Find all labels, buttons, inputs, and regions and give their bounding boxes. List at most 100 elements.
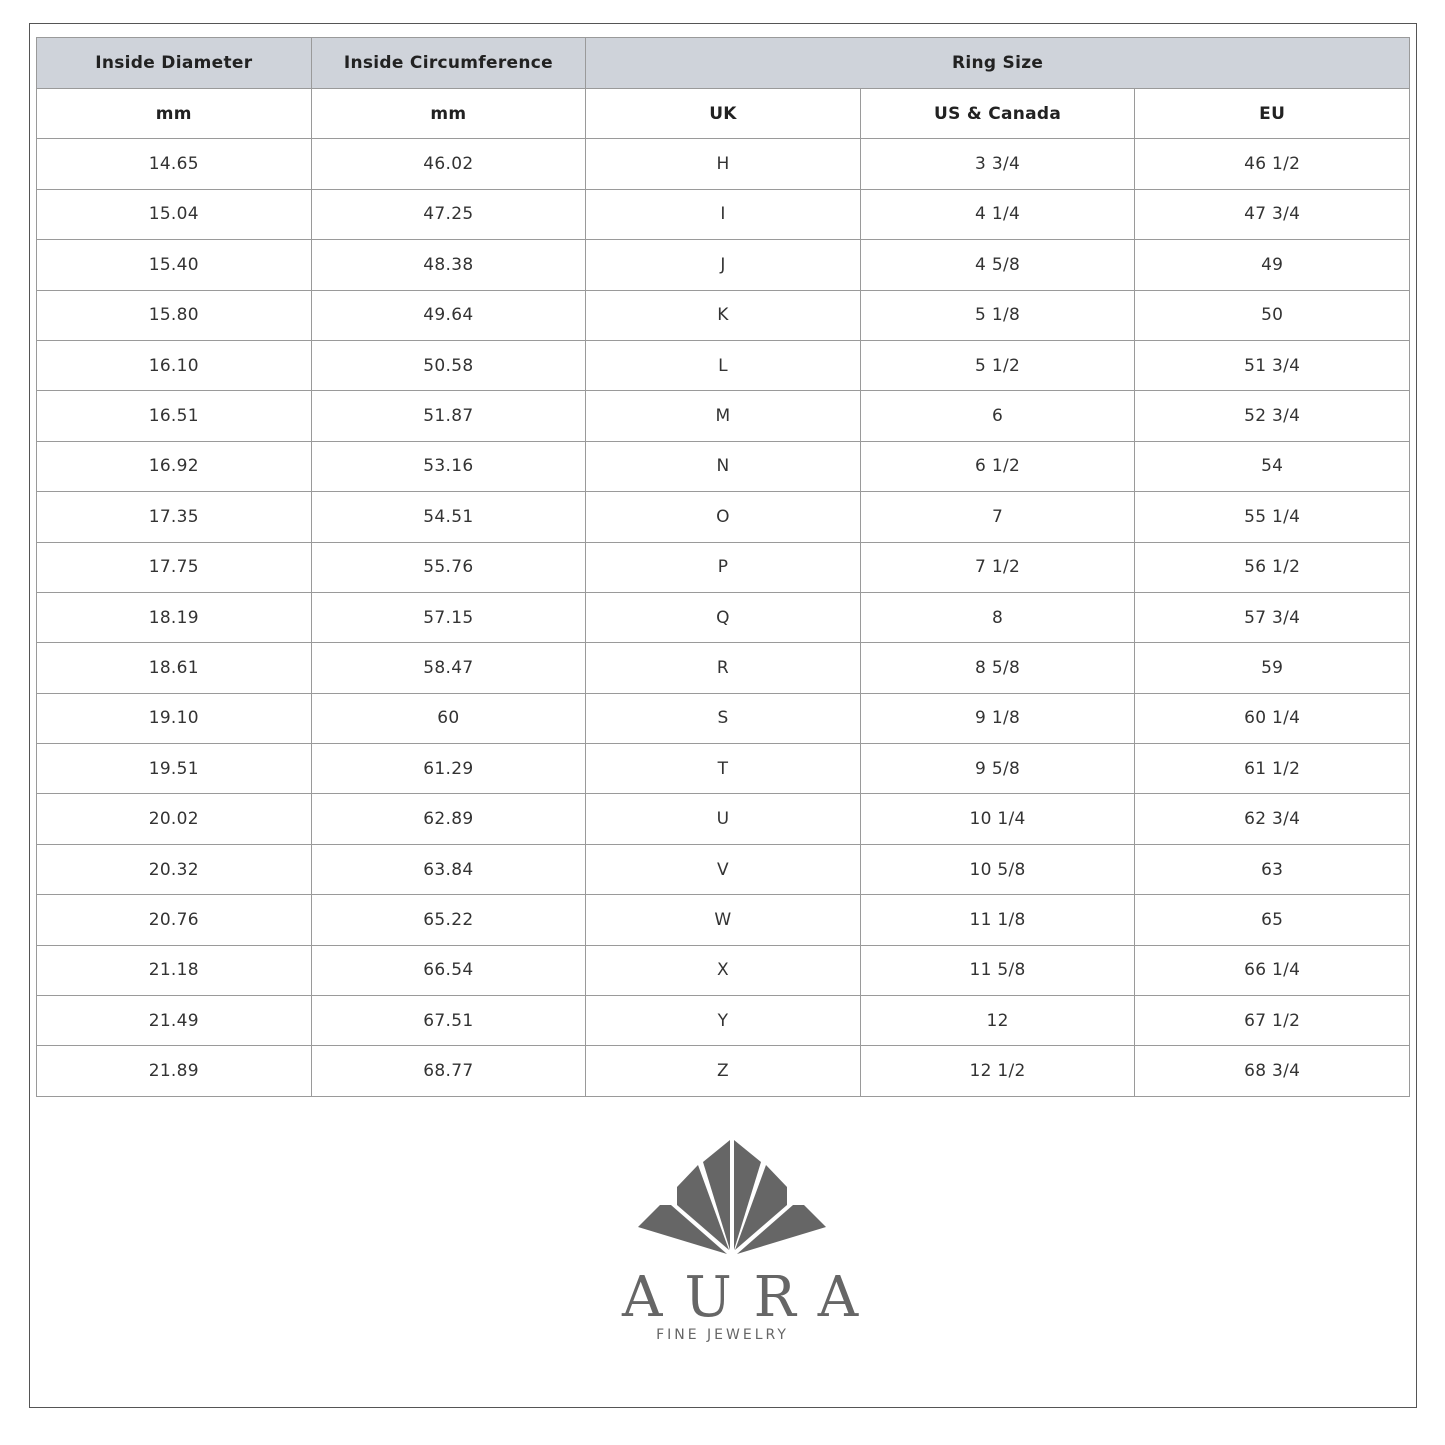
- cell-uk-size: V: [585, 843, 861, 896]
- ring-size-table: Inside Diameter Inside Circumference Rin…: [36, 37, 1410, 1097]
- unit-uk: UK: [585, 87, 861, 140]
- cell-uk-size: H: [585, 138, 861, 190]
- unit-circumference: mm: [310, 87, 587, 140]
- cell-uk-size: M: [585, 390, 861, 442]
- cell-eu-size: 66 1/4: [1134, 944, 1410, 997]
- unit-us-canada: US & Canada: [859, 87, 1136, 140]
- cell-us-canada-size: 6: [859, 390, 1136, 442]
- table-row: 15.40 48.38 J 4 5/8 49: [36, 239, 1410, 291]
- cell-eu-size: 56 1/2: [1134, 541, 1410, 593]
- cell-inside-diameter: 19.51: [36, 743, 312, 795]
- cell-inside-diameter: 16.10: [36, 339, 312, 392]
- cell-inside-diameter: 20.32: [36, 843, 312, 896]
- cell-inside-circumference: 48.38: [310, 239, 587, 291]
- cell-eu-size: 57 3/4: [1134, 591, 1410, 644]
- cell-us-canada-size: 11 1/8: [859, 894, 1136, 946]
- cell-uk-size: U: [585, 793, 861, 845]
- cell-uk-size: Y: [585, 995, 861, 1047]
- unit-diameter: mm: [36, 87, 312, 140]
- cell-inside-diameter: 20.02: [36, 793, 312, 845]
- cell-us-canada-size: 10 5/8: [859, 843, 1136, 896]
- cell-inside-diameter: 17.75: [36, 541, 312, 593]
- cell-inside-circumference: 53.16: [310, 440, 587, 493]
- cell-inside-circumference: 65.22: [310, 894, 587, 946]
- table-row: 21.18 66.54 X 11 5/8 66 1/4: [36, 944, 1410, 997]
- table-row: 16.92 53.16 N 6 1/2 54: [36, 440, 1410, 493]
- cell-inside-circumference: 47.25: [310, 188, 587, 241]
- cell-inside-circumference: 57.15: [310, 591, 587, 644]
- cell-us-canada-size: 8: [859, 591, 1136, 644]
- cell-inside-diameter: 21.49: [36, 995, 312, 1047]
- cell-eu-size: 52 3/4: [1134, 390, 1410, 442]
- cell-uk-size: O: [585, 491, 861, 543]
- cell-eu-size: 67 1/2: [1134, 995, 1410, 1047]
- cell-inside-diameter: 16.51: [36, 390, 312, 442]
- cell-inside-circumference: 62.89: [310, 793, 587, 845]
- cell-us-canada-size: 4 5/8: [859, 239, 1136, 291]
- cell-us-canada-size: 5 1/8: [859, 289, 1136, 341]
- cell-us-canada-size: 12: [859, 995, 1136, 1047]
- cell-inside-diameter: 14.65: [36, 138, 312, 190]
- cell-inside-diameter: 16.92: [36, 440, 312, 493]
- cell-uk-size: S: [585, 692, 861, 745]
- cell-inside-diameter: 18.61: [36, 642, 312, 694]
- cell-inside-diameter: 15.80: [36, 289, 312, 341]
- cell-eu-size: 63: [1134, 843, 1410, 896]
- cell-eu-size: 60 1/4: [1134, 692, 1410, 745]
- cell-eu-size: 62 3/4: [1134, 793, 1410, 845]
- cell-eu-size: 47 3/4: [1134, 188, 1410, 241]
- table-row: 21.89 68.77 Z 12 1/2 68 3/4: [36, 1045, 1410, 1097]
- table-row: 16.10 50.58 L 5 1/2 51 3/4: [36, 339, 1410, 392]
- cell-us-canada-size: 10 1/4: [859, 793, 1136, 845]
- cell-inside-diameter: 21.89: [36, 1045, 312, 1097]
- unit-eu: EU: [1134, 87, 1410, 140]
- table-row: 15.80 49.64 K 5 1/8 50: [36, 289, 1410, 341]
- cell-inside-circumference: 55.76: [310, 541, 587, 593]
- cell-us-canada-size: 4 1/4: [859, 188, 1136, 241]
- cell-inside-circumference: 51.87: [310, 390, 587, 442]
- table-row: 20.02 62.89 U 10 1/4 62 3/4: [36, 793, 1410, 845]
- cell-us-canada-size: 9 5/8: [859, 743, 1136, 795]
- table-row: 17.35 54.51 O 7 55 1/4: [36, 491, 1410, 543]
- cell-us-canada-size: 9 1/8: [859, 692, 1136, 745]
- table-row: 14.65 46.02 H 3 3/4 46 1/2: [36, 138, 1410, 190]
- cell-uk-size: X: [585, 944, 861, 997]
- table-row: 21.49 67.51 Y 12 67 1/2: [36, 995, 1410, 1047]
- cell-eu-size: 65: [1134, 894, 1410, 946]
- cell-inside-diameter: 18.19: [36, 591, 312, 644]
- cell-inside-circumference: 60: [310, 692, 587, 745]
- cell-eu-size: 54: [1134, 440, 1410, 493]
- cell-inside-diameter: 17.35: [36, 491, 312, 543]
- table-row: 20.76 65.22 W 11 1/8 65: [36, 894, 1410, 946]
- cell-uk-size: L: [585, 339, 861, 392]
- table-row: 15.04 47.25 I 4 1/4 47 3/4: [36, 188, 1410, 241]
- table-row: 17.75 55.76 P 7 1/2 56 1/2: [36, 541, 1410, 593]
- table-row: 20.32 63.84 V 10 5/8 63: [36, 843, 1410, 896]
- table-row: 19.10 60 S 9 1/8 60 1/4: [36, 692, 1410, 745]
- cell-inside-diameter: 19.10: [36, 692, 312, 745]
- cell-us-canada-size: 5 1/2: [859, 339, 1136, 392]
- table-row: 18.61 58.47 R 8 5/8 59: [36, 642, 1410, 694]
- cell-us-canada-size: 8 5/8: [859, 642, 1136, 694]
- cell-inside-circumference: 61.29: [310, 743, 587, 795]
- cell-eu-size: 50: [1134, 289, 1410, 341]
- cell-inside-circumference: 50.58: [310, 339, 587, 392]
- cell-inside-circumference: 54.51: [310, 491, 587, 543]
- cell-inside-circumference: 58.47: [310, 642, 587, 694]
- cell-eu-size: 46 1/2: [1134, 138, 1410, 190]
- cell-uk-size: N: [585, 440, 861, 493]
- cell-uk-size: P: [585, 541, 861, 593]
- cell-inside-diameter: 20.76: [36, 894, 312, 946]
- header-inside-circumference: Inside Circumference: [310, 37, 587, 89]
- cell-inside-circumference: 66.54: [310, 944, 587, 997]
- cell-us-canada-size: 12 1/2: [859, 1045, 1136, 1097]
- cell-inside-circumference: 63.84: [310, 843, 587, 896]
- cell-inside-diameter: 15.04: [36, 188, 312, 241]
- table-header-row: Inside Diameter Inside Circumference Rin…: [36, 37, 1410, 89]
- cell-eu-size: 61 1/2: [1134, 743, 1410, 795]
- cell-uk-size: T: [585, 743, 861, 795]
- table-row: 18.19 57.15 Q 8 57 3/4: [36, 591, 1410, 644]
- header-inside-diameter: Inside Diameter: [36, 37, 312, 89]
- cell-us-canada-size: 7 1/2: [859, 541, 1136, 593]
- cell-us-canada-size: 6 1/2: [859, 440, 1136, 493]
